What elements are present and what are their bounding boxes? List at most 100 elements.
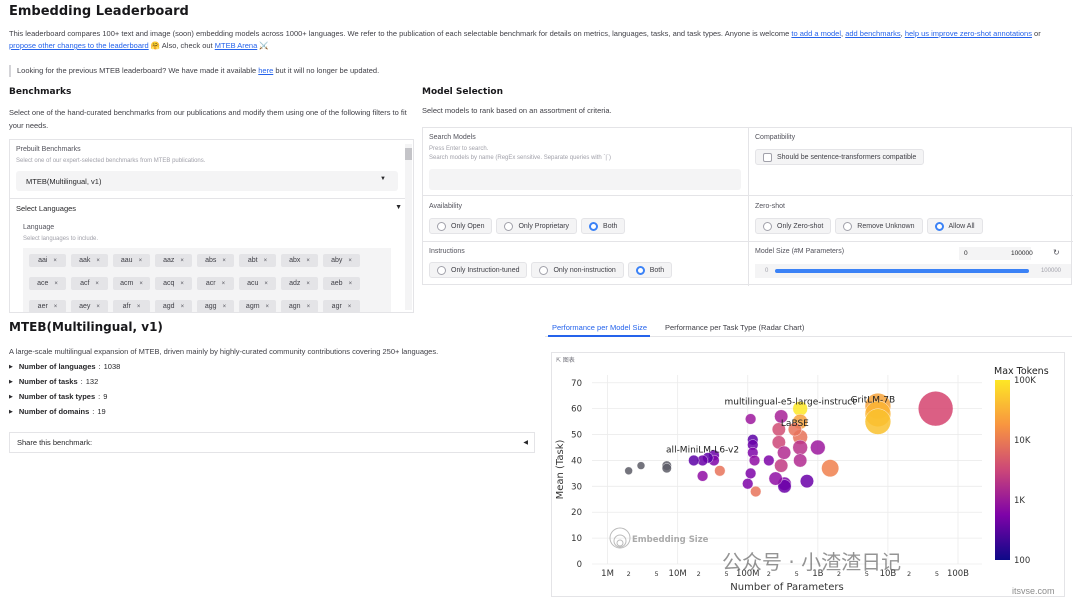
language-chip[interactable]: aau ×: [113, 254, 150, 267]
remove-chip-icon[interactable]: ×: [222, 257, 226, 264]
y-tick-label: 0: [577, 560, 582, 570]
model-size-min-input[interactable]: 0: [959, 247, 1031, 260]
stat-tasks[interactable]: ▶ Number of tasks: 132: [9, 377, 99, 386]
remove-chip-icon[interactable]: ×: [264, 280, 268, 287]
remove-chip-icon[interactable]: ×: [96, 257, 100, 264]
remove-chip-icon[interactable]: ×: [306, 280, 310, 287]
remove-chip-icon[interactable]: ×: [348, 257, 352, 264]
availability-both-radio[interactable]: Both: [581, 218, 626, 234]
language-chip[interactable]: adz ×: [281, 277, 318, 290]
model-size-max-input[interactable]: 100000: [1011, 250, 1033, 257]
stat-languages[interactable]: ▶ Number of languages: 1038: [9, 362, 121, 371]
instructions-both-radio[interactable]: Both: [627, 262, 673, 278]
remove-chip-icon[interactable]: ×: [95, 280, 99, 287]
colorbar-tick-label: 100K: [1014, 376, 1036, 386]
remove-chip-icon[interactable]: ×: [306, 303, 311, 310]
language-chip[interactable]: agg ×: [197, 300, 234, 312]
y-tick-label: 70: [571, 379, 582, 389]
scrollbar[interactable]: [405, 144, 412, 310]
only-non-instruction-radio[interactable]: Only non-instruction: [531, 262, 624, 278]
x-tick-label: 2: [837, 570, 841, 578]
only-zero-shot-radio[interactable]: Only Zero-shot: [755, 218, 832, 234]
only-proprietary-radio[interactable]: Only Proprietary: [496, 218, 578, 234]
share-benchmark[interactable]: Share this benchmark: ◀: [9, 432, 535, 453]
reset-icon[interactable]: ↻: [1053, 248, 1060, 257]
language-chip[interactable]: acq ×: [155, 277, 192, 290]
colorbar-title: Max Tokens: [994, 366, 1049, 377]
select-languages-toggle[interactable]: Select Languages ▼: [16, 204, 402, 213]
remove-chip-icon[interactable]: ×: [221, 280, 226, 287]
benchmarks-panel: Prebuilt Benchmarks Select one of our ex…: [9, 139, 414, 313]
data-point: [745, 467, 757, 479]
remove-chip-icon[interactable]: ×: [347, 303, 352, 310]
stat-domains[interactable]: ▶ Number of domains: 19: [9, 407, 106, 416]
checkbox-icon: [763, 152, 772, 162]
allow-all-radio[interactable]: Allow All: [926, 218, 983, 234]
size-legend-circle: [609, 527, 631, 549]
remove-chip-icon[interactable]: ×: [53, 303, 58, 310]
only-instruction-radio[interactable]: Only Instruction-tuned: [429, 262, 528, 278]
prebuilt-select[interactable]: MTEB(Multilingual, v1) ▼: [16, 171, 398, 191]
language-chip[interactable]: agn ×: [281, 300, 318, 312]
caret-down-icon: ▼: [395, 204, 402, 211]
remove-chip-icon[interactable]: ×: [306, 257, 310, 264]
model-size-slider[interactable]: 0 100000: [755, 264, 1071, 278]
caret-down-icon: ▼: [380, 176, 386, 182]
model-selection-heading: Model Selection: [422, 87, 503, 97]
compat-checkbox[interactable]: Should be sentence-transformers compatib…: [755, 149, 925, 165]
remove-chip-icon[interactable]: ×: [348, 280, 353, 287]
only-open-radio[interactable]: Only Open: [429, 218, 493, 234]
slider-track[interactable]: [775, 269, 1029, 273]
remove-chip-icon[interactable]: ×: [139, 280, 143, 287]
language-chip[interactable]: aer ×: [29, 300, 66, 312]
size-legend-circle: [613, 534, 627, 548]
remove-chip-icon[interactable]: ×: [222, 303, 227, 310]
remove-chip-icon[interactable]: ×: [180, 303, 185, 310]
propose-changes-link[interactable]: propose other changes to the leaderboard: [9, 41, 149, 50]
language-chip[interactable]: aeb ×: [323, 277, 360, 290]
add-benchmarks-link[interactable]: add benchmarks: [845, 29, 901, 38]
chart-toolbar[interactable]: ⇱ 图表: [556, 358, 575, 364]
remove-chip-icon[interactable]: ×: [263, 257, 268, 264]
remove-chip-icon[interactable]: ×: [265, 303, 270, 310]
language-chip[interactable]: acu ×: [239, 277, 276, 290]
language-chip[interactable]: acm ×: [113, 277, 150, 290]
remove-chip-icon[interactable]: ×: [53, 257, 57, 264]
language-chip[interactable]: aak ×: [71, 254, 108, 267]
language-chip[interactable]: ace ×: [29, 277, 66, 290]
data-point: [624, 466, 633, 475]
size-legend-circle: [616, 539, 624, 547]
compatibility-group: Compatibility Should be sentence-transfo…: [749, 128, 1073, 196]
language-chip[interactable]: aby ×: [323, 254, 360, 267]
language-chip[interactable]: aaz ×: [155, 254, 192, 267]
remove-chip-icon[interactable]: ×: [136, 303, 141, 310]
previous-leaderboard-link[interactable]: here: [258, 66, 274, 75]
add-model-link[interactable]: to add a model: [791, 29, 842, 38]
language-chip[interactable]: aai ×: [29, 254, 66, 267]
language-chip[interactable]: aey ×: [71, 300, 108, 312]
zero-shot-link[interactable]: help us improve zero-shot annotations: [904, 29, 1032, 38]
mteb-arena-link[interactable]: MTEB Arena: [214, 41, 258, 50]
tab-performance-per-task-type[interactable]: Performance per Task Type (Radar Chart): [665, 323, 805, 332]
remove-chip-icon[interactable]: ×: [180, 280, 184, 287]
language-chip[interactable]: abs ×: [197, 254, 234, 267]
stat-task-types[interactable]: ▶ Number of task types: 9: [9, 392, 108, 401]
language-chip[interactable]: acf ×: [71, 277, 108, 290]
language-chip[interactable]: abt ×: [239, 254, 276, 267]
language-chip[interactable]: agm ×: [239, 300, 276, 312]
language-chip[interactable]: afr ×: [113, 300, 150, 312]
remove-unknown-radio[interactable]: Remove Unknown: [835, 218, 923, 234]
remove-chip-icon[interactable]: ×: [138, 257, 143, 264]
search-input[interactable]: [429, 169, 741, 190]
remove-chip-icon[interactable]: ×: [180, 257, 184, 264]
colorbar: [995, 380, 1010, 560]
remove-chip-icon[interactable]: ×: [96, 303, 100, 310]
y-axis-title: Mean (Task): [555, 439, 566, 499]
language-chip[interactable]: agd ×: [155, 300, 192, 312]
remove-chip-icon[interactable]: ×: [54, 280, 58, 287]
data-point: [688, 454, 700, 466]
language-chip[interactable]: acr ×: [197, 277, 234, 290]
language-chip[interactable]: abx ×: [281, 254, 318, 267]
tab-performance-per-model-size[interactable]: Performance per Model Size: [548, 323, 651, 337]
language-chip[interactable]: agr ×: [323, 300, 360, 312]
